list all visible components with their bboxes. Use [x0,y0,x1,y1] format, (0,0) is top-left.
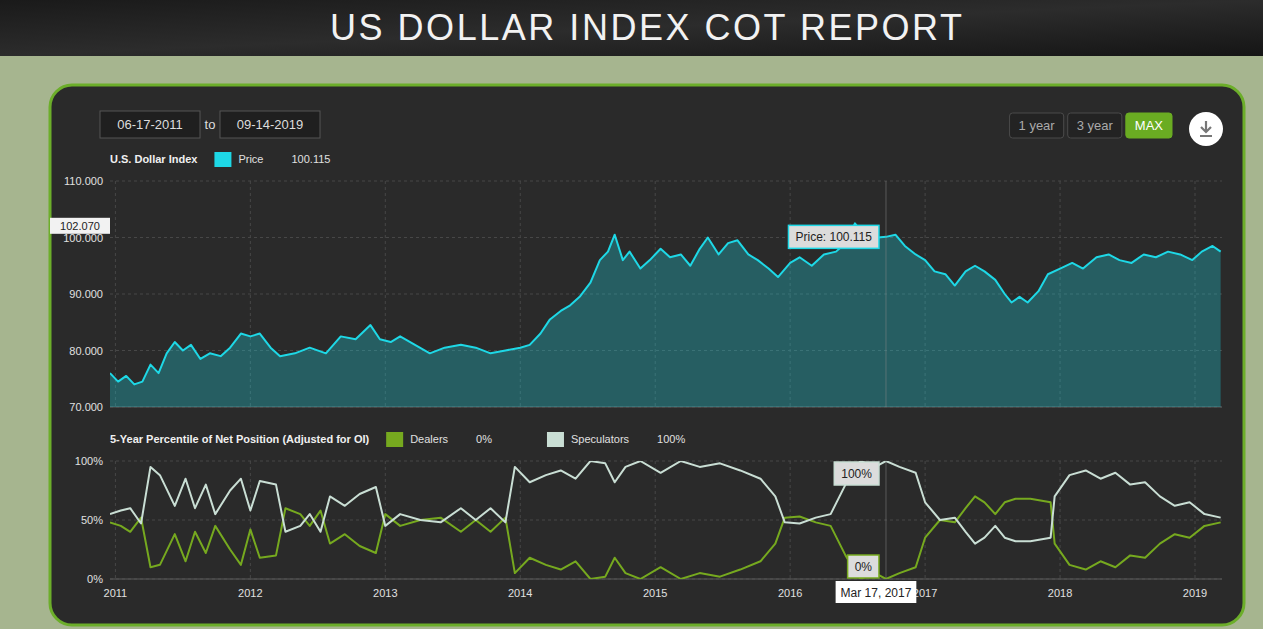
y-tick-label: 100% [75,455,103,467]
legend-swatch [547,432,564,447]
range-button[interactable] [1010,113,1064,138]
crosshair-line [885,181,886,407]
date-input-text: 09-14-2019 [237,117,304,132]
chart-title: U.S. Dollar Index [110,153,198,165]
legend-label: Price [238,153,263,165]
x-grid-line [520,461,521,579]
x-tick-label: 2012 [238,587,262,599]
legend-value: 0% [476,433,492,445]
x-tick-label: 2011 [104,587,128,599]
date-input[interactable] [220,111,320,138]
page-title: US DOLLAR INDEX COT REPORT [330,7,962,48]
legend-swatch [386,432,403,447]
tooltip-text: 0% [855,560,873,574]
y-tick-label: 0% [87,573,103,585]
x-tick-label: 2018 [1048,587,1072,599]
date-flag [836,581,917,603]
x-tick-label: 2015 [643,587,667,599]
legend-label: Dealers [410,433,448,445]
y-tick-label: 110.000 [64,175,103,187]
date-input[interactable] [100,111,200,138]
series-line [110,461,1221,544]
x-tick-label: 2014 [508,587,532,599]
x-grid-line [925,461,926,579]
y-tick-label: 70.000 [69,401,103,413]
date-flag-text: Mar 17, 2017 [841,586,912,600]
x-grid-line [790,461,791,579]
x-tick-label: 2016 [778,587,802,599]
x-grid-line [1195,461,1196,579]
tooltip-text: Price: 100.115 [795,230,872,244]
y-grid-line [110,461,1222,462]
y-grid-line [110,520,1222,521]
x-grid-line [250,461,251,579]
price-area [110,223,1221,407]
range-button-text: 1 year [1019,118,1056,133]
crosshair-line [885,461,886,579]
chart-card [50,85,1244,625]
x-grid-line [115,461,116,579]
range-button[interactable] [1126,113,1172,138]
x-grid-line [1060,461,1061,579]
chart-1: 0% 50% 100% 2011 2012 2013 2014 2015 2016 2017 201… [75,432,1222,603]
plot-area [110,461,1221,579]
x-tick-label: 2013 [373,587,397,599]
page: US DOLLAR INDEX COT REPORT 06-17-2011 to 09… [0,0,1263,629]
chart-title: 5-Year Percentile of Net Position (Adjus… [110,433,369,445]
tooltip-box [834,462,879,485]
x-grid-line [385,461,386,579]
range-button-text: MAX [1135,118,1164,133]
range-button-text: 3 year [1077,118,1114,133]
y-tick-label: 80.000 [69,345,103,357]
y-grid-line [110,237,1222,238]
legend-label: Speculators [571,433,630,445]
x-grid-line [115,181,116,407]
series-line [110,223,1221,384]
y-tick-label: 90.000 [69,288,103,300]
tooltip-text: 100% [841,467,872,481]
y-grid-line [110,579,1222,580]
legend-value: 100.115 [291,153,330,165]
date-input-text: 06-17-2011 [117,117,183,132]
page-background [0,0,1263,629]
y-tick-label: 50% [81,514,103,526]
x-grid-line [655,461,656,579]
y-value-flag-text: 102.070 [60,220,100,232]
x-tick-label: 2019 [1183,587,1207,599]
download-button[interactable] [1189,112,1223,146]
tooltip-box [848,555,879,578]
legend-value: 100% [657,433,685,445]
download-icon [1200,121,1212,136]
x-axis-line [110,579,1222,580]
legend-swatch [214,152,231,167]
chart-0: 70.00080.00090.000100.000110.000U.S. Dol… [50,152,1222,413]
y-value-flag [50,218,110,234]
date-separator: to [205,117,216,132]
plot-area [110,223,1221,407]
y-grid-line [110,181,1222,182]
x-tick-label: 2017 [913,587,937,599]
range-button[interactable] [1068,113,1122,138]
header-bar [0,0,1263,56]
tooltip-box [788,225,879,248]
